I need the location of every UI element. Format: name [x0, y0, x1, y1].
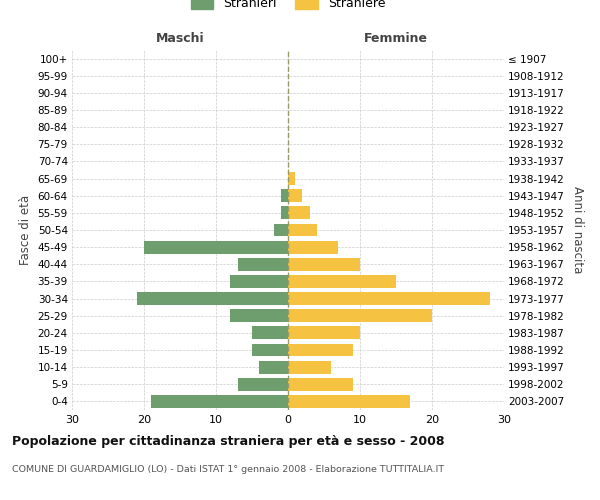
Bar [144, 240, 288, 254]
Legend: Stranieri, Straniere: Stranieri, Straniere [185, 0, 391, 15]
Text: Femmine: Femmine [364, 32, 428, 45]
Bar [288, 275, 396, 288]
Bar [288, 378, 353, 390]
Y-axis label: Anni di nascita: Anni di nascita [571, 186, 584, 274]
Bar [274, 224, 288, 236]
Bar [288, 395, 410, 408]
Bar [288, 326, 360, 340]
Bar [281, 190, 288, 202]
Bar [230, 275, 288, 288]
Bar [281, 206, 288, 220]
Bar [151, 395, 288, 408]
Bar [288, 310, 432, 322]
Text: COMUNE DI GUARDAMIGLIO (LO) - Dati ISTAT 1° gennaio 2008 - Elaborazione TUTTITAL: COMUNE DI GUARDAMIGLIO (LO) - Dati ISTAT… [12, 465, 444, 474]
Bar [288, 292, 490, 305]
Bar [230, 310, 288, 322]
Bar [288, 258, 360, 270]
Text: Maschi: Maschi [155, 32, 205, 45]
Y-axis label: Fasce di età: Fasce di età [19, 195, 32, 265]
Bar [288, 240, 338, 254]
Bar [238, 258, 288, 270]
Bar [288, 360, 331, 374]
Bar [252, 326, 288, 340]
Bar [288, 172, 295, 185]
Bar [137, 292, 288, 305]
Bar [288, 206, 310, 220]
Text: Popolazione per cittadinanza straniera per età e sesso - 2008: Popolazione per cittadinanza straniera p… [12, 435, 445, 448]
Bar [238, 378, 288, 390]
Bar [259, 360, 288, 374]
Bar [252, 344, 288, 356]
Bar [288, 344, 353, 356]
Bar [288, 224, 317, 236]
Bar [288, 190, 302, 202]
